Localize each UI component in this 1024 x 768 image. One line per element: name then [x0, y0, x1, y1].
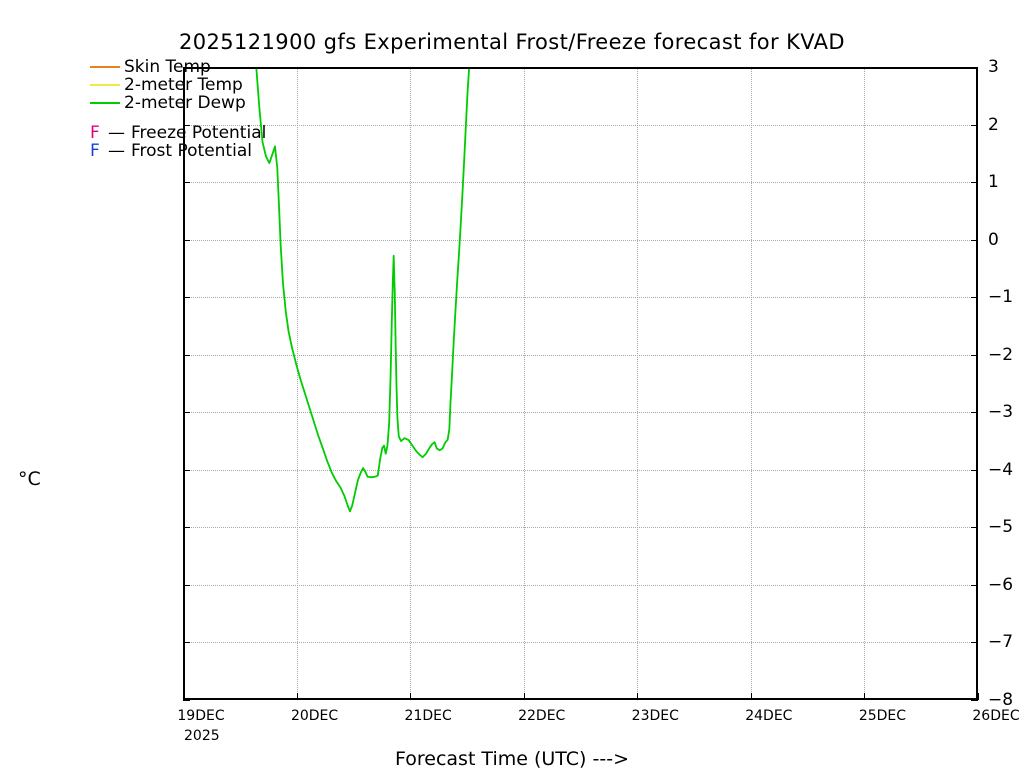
frost-potential-f-icon: F — [90, 141, 100, 161]
gridline-vertical — [750, 67, 753, 700]
y-tick-left — [183, 124, 190, 126]
y-axis-tick-label-right: 1 — [988, 172, 999, 193]
gridline-vertical — [296, 67, 299, 700]
gridline-horizontal — [183, 469, 978, 472]
gridline-horizontal — [183, 124, 978, 127]
gridline-horizontal — [183, 527, 978, 529]
legend-item-frost-potential: F — Frost Potential — [90, 141, 266, 161]
y-axis-right-line — [976, 67, 978, 700]
gridline-horizontal — [183, 354, 978, 357]
y-tick-left — [183, 642, 190, 644]
y-tick-left — [183, 239, 190, 241]
legend-label-frost-potential: Frost Potential — [131, 141, 252, 161]
y-tick-right — [971, 239, 978, 241]
y-axis-tick-label-right: −2 — [988, 344, 1014, 365]
dewp-line-swatch-icon — [90, 102, 120, 104]
y-tick-right — [971, 642, 978, 644]
y-tick-right — [971, 297, 978, 299]
gridline-vertical — [523, 67, 526, 700]
legend: Skin Temp 2-meter Temp 2-meter Dewp F — … — [90, 57, 267, 161]
gridline-vertical — [410, 67, 412, 700]
x-axis-title: Forecast Time (UTC) ---> — [395, 748, 629, 768]
y-tick-left — [183, 469, 190, 471]
x-tick — [410, 693, 412, 700]
y-axis-tick-label-right: 2 — [988, 114, 999, 135]
legend-item-freeze-potential: F — Freeze Potential — [90, 123, 267, 143]
x-axis-tick-label: 19DEC — [177, 708, 225, 724]
gridline-horizontal — [183, 239, 978, 242]
legend-item-skin-temp: Skin Temp — [90, 57, 266, 77]
y-tick-left — [183, 700, 190, 701]
x-tick — [296, 693, 298, 700]
x-axis-tick-label: 25DEC — [858, 708, 907, 724]
legend-item-2m-dewp: 2-meter Dewp — [90, 93, 266, 113]
y-tick-left — [183, 182, 190, 184]
y-axis-tick-label-right: −6 — [988, 574, 1014, 595]
skin-temp-line-swatch-icon — [90, 66, 120, 68]
x-tick — [523, 693, 525, 700]
y-tick-left — [183, 297, 190, 299]
legend-label-2m-temp: 2-meter Temp — [124, 75, 243, 95]
y-axis-left-line — [183, 67, 185, 700]
gridline-horizontal — [183, 412, 978, 414]
x-axis-line — [183, 698, 978, 700]
x-axis-year-label: 2025 — [184, 728, 220, 744]
x-tick — [864, 693, 866, 700]
x-tick — [637, 693, 639, 700]
frost-potential-dash: — — [108, 141, 125, 161]
y-axis-tick-label-right: −3 — [988, 402, 1014, 423]
x-tick — [750, 693, 752, 700]
x-axis-tick-label: 20DEC — [290, 708, 339, 724]
y-tick-left — [183, 354, 190, 356]
page-title: 2025121900 gfs Experimental Frost/Freeze… — [178, 30, 846, 54]
temp-line-swatch-icon — [90, 84, 120, 86]
y-axis-tick-label-right: −4 — [988, 459, 1014, 480]
x-axis-tick-label: 26DEC — [972, 708, 1020, 724]
freeze-potential-dash: — — [108, 123, 125, 143]
x-axis-tick-label: 22DEC — [518, 708, 566, 724]
freeze-potential-f-icon: F — [90, 123, 100, 143]
y-axis-tick-label-right: −1 — [988, 287, 1014, 308]
gridline-horizontal — [183, 584, 978, 587]
x-tick — [978, 693, 979, 700]
gridline-horizontal — [183, 642, 978, 644]
y-axis-tick-label-right: −5 — [988, 517, 1014, 538]
y-tick-right — [971, 354, 978, 356]
y-tick-right — [971, 527, 978, 529]
legend-label-freeze-potential: Freeze Potential — [131, 123, 267, 143]
series-layer — [255, 67, 471, 513]
x-axis-tick-label: 21DEC — [404, 708, 452, 724]
gridline-vertical — [864, 67, 866, 700]
series-line — [255, 67, 471, 513]
gridline-vertical — [637, 67, 639, 700]
y-tick-right — [971, 469, 978, 471]
y-axis-tick-label-right: −7 — [988, 632, 1014, 653]
legend-item-2m-temp: 2-meter Temp — [90, 75, 266, 95]
y-tick-left — [183, 412, 190, 414]
y-tick-right — [971, 412, 978, 414]
legend-label-skin-temp: Skin Temp — [124, 57, 211, 77]
y-tick-right — [971, 182, 978, 184]
y-axis-tick-label-right: 3 — [988, 57, 999, 77]
y-axis-title: °C — [18, 468, 41, 490]
x-axis-tick-label: 24DEC — [745, 708, 793, 724]
y-tick-right — [971, 700, 978, 701]
y-tick-right — [971, 584, 978, 586]
y-tick-right — [971, 124, 978, 126]
legend-label-2m-dewp: 2-meter Dewp — [124, 93, 246, 113]
plot-top-border — [183, 67, 978, 69]
y-tick-left — [183, 527, 190, 529]
y-axis-tick-label-right: −8 — [988, 690, 1014, 710]
gridline-horizontal — [183, 182, 978, 184]
y-tick-left — [183, 584, 190, 586]
x-axis-tick-label: 23DEC — [631, 708, 679, 724]
y-axis-tick-label-right: 0 — [988, 229, 999, 250]
gridline-horizontal — [183, 297, 978, 299]
